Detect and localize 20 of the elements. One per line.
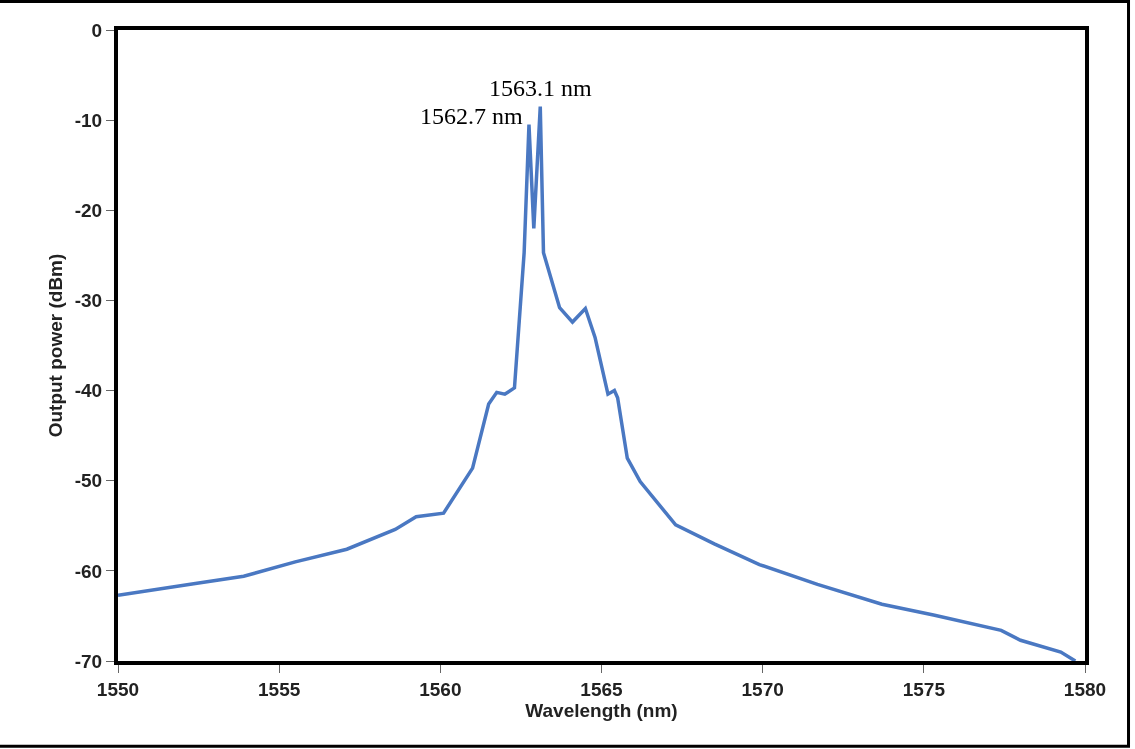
x-tick-label: 1580 [1063, 678, 1107, 700]
annotation: 1563.1 nm [489, 75, 592, 101]
y-axis-title: Output power (dBm) [45, 253, 67, 438]
y-tick-label: -50 [74, 470, 103, 492]
x-tick-label: 1560 [419, 678, 462, 700]
x-tick-label: 1550 [96, 678, 140, 700]
y-tick-label: -70 [74, 650, 103, 672]
y-tick-label: -30 [74, 290, 103, 312]
y-tick-label: -40 [74, 380, 103, 402]
y-tick-label: -60 [74, 560, 103, 582]
y-tick-label: -10 [74, 109, 103, 131]
y-tick-label: -20 [74, 199, 103, 221]
annotation: 1562.7 nm [420, 103, 523, 129]
x-tick-label: 1570 [741, 678, 784, 700]
x-axis-title: Wavelength (nm) [525, 699, 678, 721]
y-tick-label: 0 [91, 19, 103, 41]
x-tick-label: 1575 [902, 678, 946, 700]
x-tick-label: 1565 [580, 678, 624, 700]
x-tick-label: 1555 [258, 678, 301, 700]
line-series [118, 104, 1078, 661]
